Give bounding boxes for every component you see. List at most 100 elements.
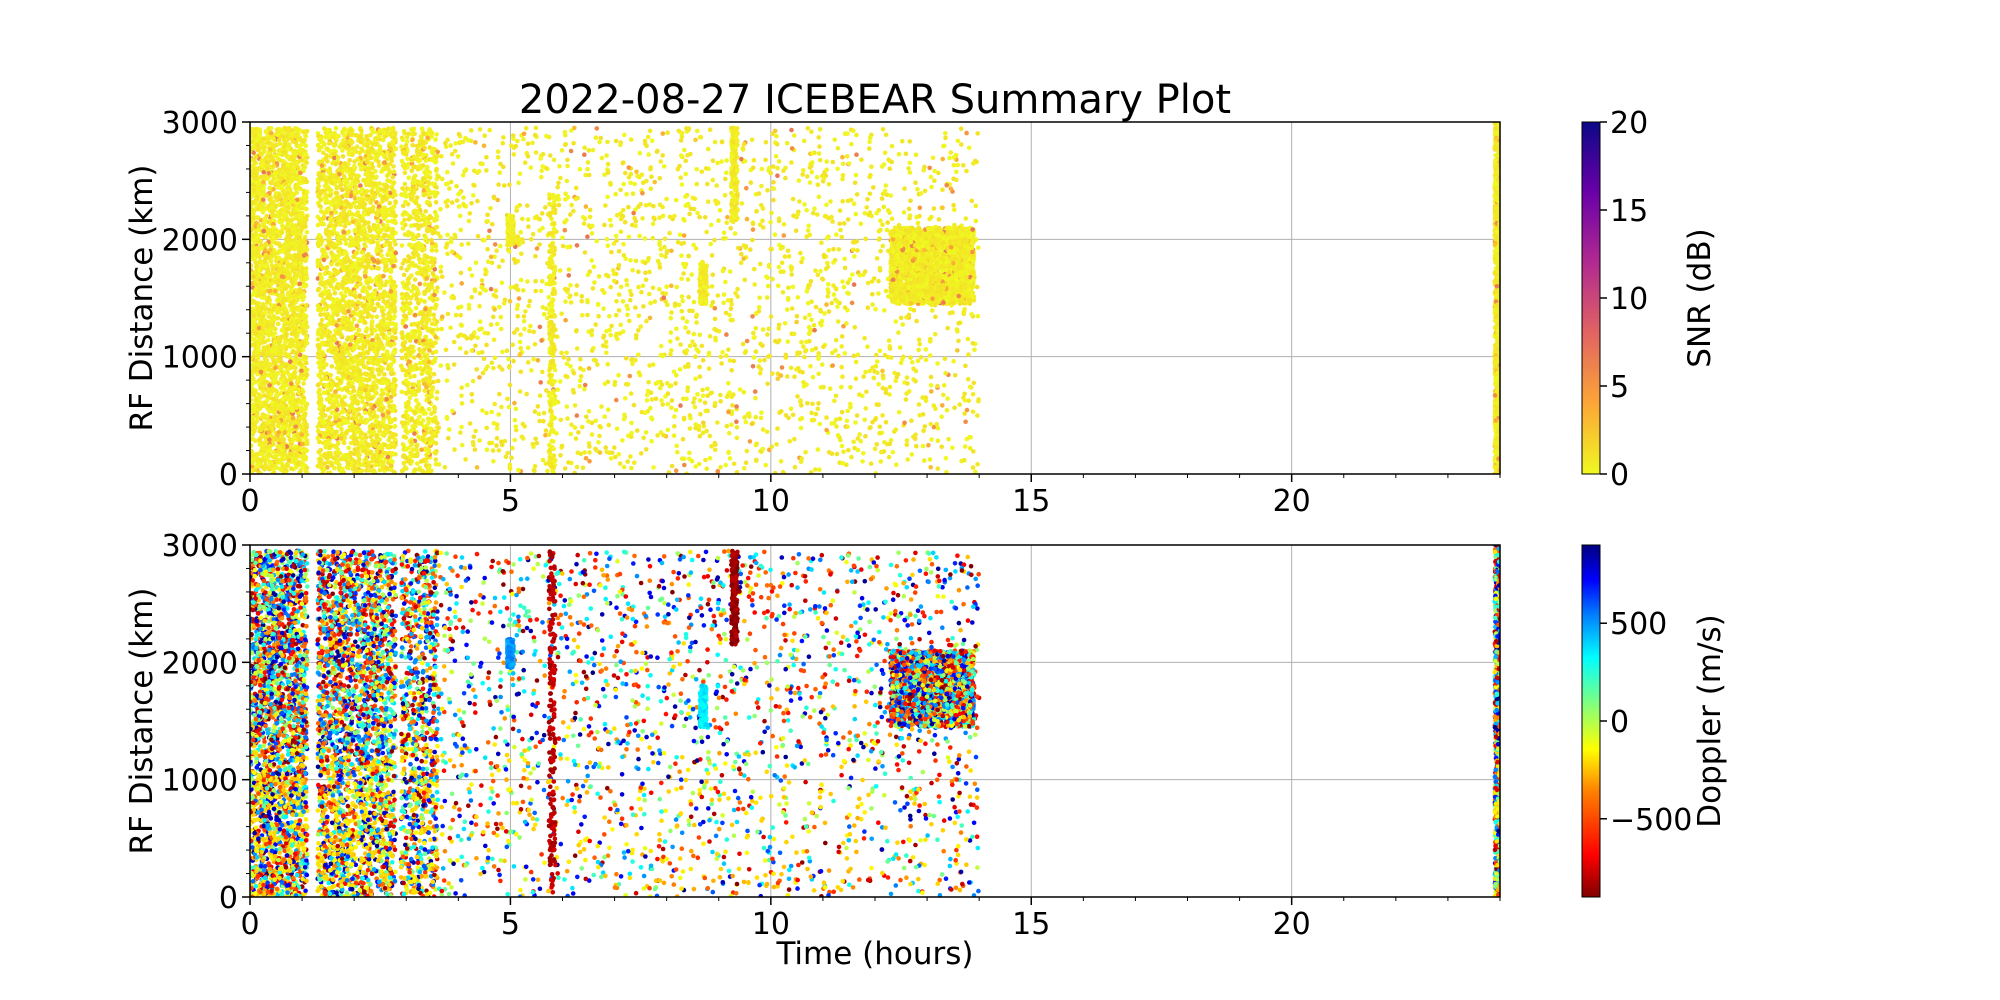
snr-data-point xyxy=(342,394,348,400)
snr-data-point xyxy=(284,132,290,138)
snr-data-point xyxy=(293,140,299,145)
snr-data-point xyxy=(286,227,291,233)
snr-data-point xyxy=(289,337,295,343)
snr-data-point xyxy=(273,203,279,209)
snr-data-point xyxy=(383,300,388,306)
snr-data-point xyxy=(298,170,303,176)
snr-data-point xyxy=(270,210,275,216)
snr-data-point xyxy=(385,342,390,347)
snr-data-point xyxy=(254,137,260,142)
snr-data-point xyxy=(303,320,309,326)
snr-data-point xyxy=(250,267,254,273)
snr-data-point xyxy=(303,133,309,139)
snr-data-point xyxy=(276,194,282,200)
snr-data-point xyxy=(333,270,338,276)
snr-data-point xyxy=(282,424,288,429)
snr-data-point xyxy=(276,430,282,435)
snr-data-point xyxy=(357,293,363,299)
snr-data-point xyxy=(259,152,264,158)
snr-data-point xyxy=(268,154,274,159)
snr-data-point xyxy=(374,174,379,180)
snr-data-point xyxy=(264,193,269,198)
snr-data-point xyxy=(284,259,290,265)
snr-data-point xyxy=(359,146,364,152)
snr-data-point xyxy=(353,180,359,186)
snr-data-point xyxy=(273,263,279,268)
snr-data-point xyxy=(391,180,397,185)
snr-data-point xyxy=(256,273,262,279)
snr-data-point xyxy=(345,419,351,425)
snr-data-point xyxy=(344,139,350,145)
snr-data-point xyxy=(283,406,289,411)
snr-data-point xyxy=(378,283,384,289)
snr-data-point xyxy=(371,414,377,419)
snr-data-point xyxy=(353,466,359,472)
snr-data-point xyxy=(352,149,357,155)
snr-data-point xyxy=(333,161,339,166)
snr-data-point xyxy=(264,357,269,363)
snr-data-point xyxy=(283,340,288,345)
snr-data-point xyxy=(259,158,265,163)
snr-data-point xyxy=(316,183,322,189)
snr-data-point xyxy=(326,333,331,339)
snr-data-point xyxy=(373,328,378,333)
snr-data-point xyxy=(344,387,350,393)
snr-data-point xyxy=(294,457,299,463)
snr-data-point xyxy=(267,288,273,294)
snr-data-point xyxy=(260,301,266,307)
snr-data-point xyxy=(259,401,264,406)
snr-data-point xyxy=(337,252,342,258)
snr-data-point xyxy=(372,348,377,354)
snr-data-point xyxy=(326,321,331,327)
snr-data-point xyxy=(300,329,306,334)
snr-data-point xyxy=(366,285,372,290)
snr-data-point xyxy=(343,199,349,204)
snr-data-point xyxy=(285,223,290,228)
snr-data-point xyxy=(378,236,384,242)
snr-data-point xyxy=(384,267,389,273)
snr-data-point xyxy=(393,250,399,256)
snr-data-point xyxy=(299,372,305,378)
snr-data-point xyxy=(388,289,394,294)
snr-data-point xyxy=(288,437,293,443)
snr-data-point xyxy=(288,466,294,471)
snr-data-point xyxy=(334,429,339,435)
snr-data-point xyxy=(352,439,358,444)
snr-data-point xyxy=(347,342,353,347)
snr-data-point xyxy=(262,413,268,418)
snr-data-point xyxy=(341,215,347,220)
snr-data-point xyxy=(302,413,308,418)
snr-data-point xyxy=(340,148,345,153)
snr-data-point xyxy=(390,174,396,180)
snr-data-point xyxy=(280,218,286,223)
snr-data-point xyxy=(271,176,277,181)
snr-data-point xyxy=(291,165,297,171)
snr-data-point xyxy=(270,349,276,354)
snr-data-point xyxy=(293,185,298,191)
snr-data-point xyxy=(318,447,324,453)
snr-data-point xyxy=(353,415,359,420)
snr-data-point xyxy=(330,296,336,302)
snr-data-point xyxy=(269,387,274,393)
snr-data-point xyxy=(329,342,335,348)
snr-data-point xyxy=(355,337,361,343)
snr-data-point xyxy=(369,314,375,320)
snr-data-point xyxy=(250,409,256,415)
snr-data-point xyxy=(276,151,282,157)
snr-data-point xyxy=(390,327,396,333)
snr-data-point xyxy=(257,267,262,273)
snr-data-point xyxy=(268,247,273,253)
snr-data-point xyxy=(254,410,260,415)
snr-data-point xyxy=(269,281,275,287)
snr-data-point xyxy=(263,234,268,240)
snr-data-point xyxy=(384,351,389,357)
snr-data-point xyxy=(275,403,280,408)
snr-data-point xyxy=(274,456,279,462)
snr-data-point xyxy=(315,214,321,220)
snr-data-point xyxy=(374,248,380,254)
snr-data-point xyxy=(261,145,267,151)
snr-data-point xyxy=(281,149,287,155)
snr-panel: 2022-08-27 ICEBEAR Summary Plot 0 5 10 15 20… xyxy=(124,77,1501,519)
snr-data-point xyxy=(337,303,342,309)
snr-data-point xyxy=(267,409,273,414)
